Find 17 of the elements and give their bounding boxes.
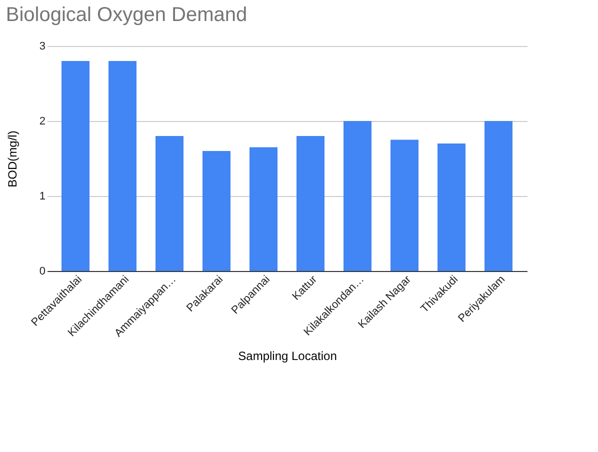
bar [344,121,372,271]
bar [108,61,136,271]
bar [250,147,278,271]
bar [62,61,90,271]
y-axis-title: BOD(mg/l) [5,130,20,188]
bar [438,144,466,271]
x-axis-title: Sampling Location [238,348,337,363]
bar [156,136,184,271]
y-tick-label: 0 [39,266,46,278]
y-tick-label: 1 [39,190,46,202]
chart-title: Biological Oxygen Demand [6,4,248,26]
y-tick-label: 2 [39,116,46,128]
bar [390,140,418,271]
bar [484,121,512,271]
y-tick-label: 3 [39,40,46,52]
bar [296,136,324,271]
bar [202,151,230,271]
